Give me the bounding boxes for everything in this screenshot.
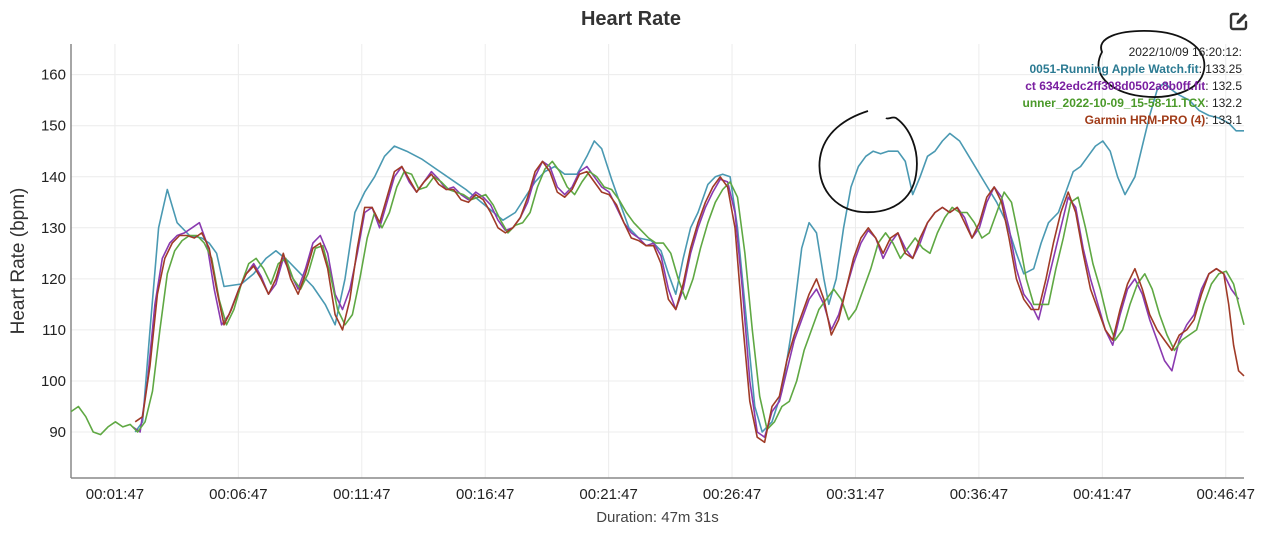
x-tick-label: 00:21:47 <box>579 486 637 503</box>
series-layer[interactable] <box>70 81 1245 444</box>
tooltip-series-value: 133.25 <box>1205 62 1242 76</box>
tooltip-timestamp: 2022/10/09 16:20:12: <box>1128 45 1242 59</box>
series-line[interactable] <box>134 160 1245 444</box>
tooltip-series-name: unner_2022-10-09_15-58-11.TCX <box>1022 96 1206 110</box>
y-tick-label: 100 <box>41 373 66 390</box>
x-axis-title: Duration: 47m 31s <box>596 509 719 526</box>
y-tick-label: 120 <box>41 271 66 288</box>
chart-axes <box>70 44 1244 479</box>
x-tick-label: 00:11:47 <box>333 486 390 503</box>
x-tick-label: 00:16:47 <box>456 486 514 503</box>
tooltip-series-value: 132.5 <box>1211 79 1242 93</box>
series-line[interactable] <box>134 81 1244 433</box>
series-line[interactable] <box>70 160 1245 436</box>
hover-tooltip: 2022/10/09 16:20:12: 0051-Running Apple … <box>1023 44 1242 129</box>
series-line[interactable] <box>132 160 1240 438</box>
x-tick-label: 00:36:47 <box>950 486 1008 503</box>
y-tick-label: 90 <box>49 424 66 441</box>
tooltip-row: unner_2022-10-09_15-58-11.TCX: 132.2 <box>1022 96 1242 110</box>
y-tick-label: 130 <box>41 220 66 237</box>
y-tick-labels: 90 100 110 120 130 140 150 160 <box>41 67 66 441</box>
handwritten-annotations <box>818 30 1206 213</box>
x-tick-label: 00:31:47 <box>826 486 884 503</box>
y-tick-label: 160 <box>41 67 66 84</box>
annotation-circle-peak <box>818 110 918 213</box>
x-tick-labels: 00:01:47 00:06:47 00:11:47 00:16:47 00:21:47… <box>86 486 1255 503</box>
y-tick-label: 110 <box>42 322 66 339</box>
tooltip-series-value: 132.2 <box>1211 96 1242 110</box>
x-tick-label: 00:06:47 <box>209 486 267 503</box>
chart-title: Heart Rate <box>580 8 682 30</box>
grid-lines <box>71 44 1244 478</box>
tooltip-series-name: 0051-Running Apple Watch.fit <box>1029 62 1199 76</box>
tooltip-row: ct 6342edc2ff308d0502a8b0ff.fit: 132.5 <box>1025 79 1242 93</box>
y-tick-label: 150 <box>41 118 66 135</box>
y-axis-title: Heart Rate (bpm) <box>8 188 29 335</box>
x-tick-label: 00:46:47 <box>1197 486 1255 503</box>
x-tick-label: 00:41:47 <box>1073 486 1131 503</box>
tooltip-series-name: Garmin HRM-PRO (4) <box>1084 113 1206 127</box>
tooltip-row: 0051-Running Apple Watch.fit: 133.25 <box>1029 62 1243 76</box>
tooltip-series-name: ct 6342edc2ff308d0502a8b0ff.fit <box>1025 79 1206 93</box>
x-tick-label: 00:01:47 <box>86 486 144 503</box>
tooltip-row: Garmin HRM-PRO (4): 133.1 <box>1084 113 1242 127</box>
y-tick-label: 140 <box>41 169 66 186</box>
x-tick-label: 00:26:47 <box>703 486 761 503</box>
tooltip-series-value: 133.1 <box>1211 113 1242 127</box>
edit-square-icon[interactable] <box>1229 11 1249 31</box>
annotation-circle-timestamp <box>1097 30 1206 98</box>
